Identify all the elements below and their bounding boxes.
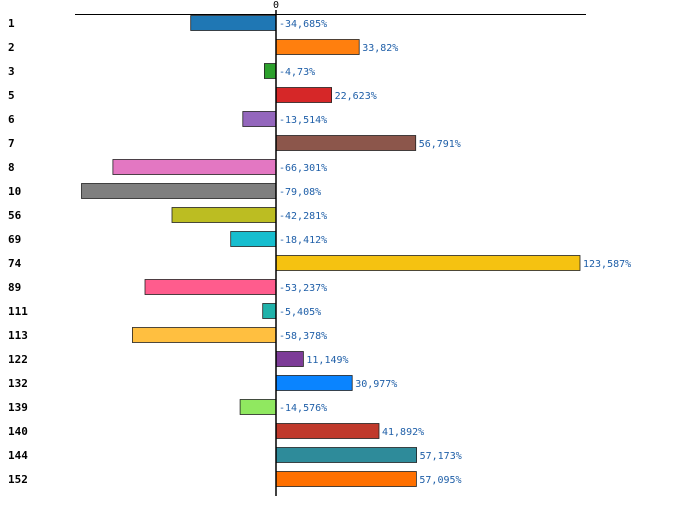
value-label: -18,412%: [279, 235, 327, 246]
value-label: -34,685%: [279, 19, 327, 30]
category-label: 139: [8, 401, 28, 414]
category-label: 1: [8, 17, 15, 30]
labels-group: 1 -34,685% 2 33,82% 3 -4,73% 5 22,623% 6 -13,514%…: [8, 17, 631, 486]
category-label: 6: [8, 113, 15, 126]
bar-1: [190, 15, 277, 31]
category-label: 89: [8, 281, 21, 294]
category-label: 74: [8, 257, 22, 270]
bar-152: [275, 471, 417, 487]
category-label: 111: [8, 305, 28, 318]
bar-10: [81, 183, 277, 199]
value-label: 57,095%: [419, 475, 461, 486]
bar-69: [230, 231, 277, 247]
bar-89: [144, 279, 277, 295]
bar-139: [239, 399, 277, 415]
category-label: 10: [8, 185, 21, 198]
value-label: 56,791%: [419, 139, 461, 150]
value-label: -53,237%: [279, 283, 327, 294]
category-label: 5: [8, 89, 15, 102]
value-label: -14,576%: [279, 403, 327, 414]
value-label: 41,892%: [382, 427, 424, 438]
bar-8: [112, 159, 277, 175]
category-label: 69: [8, 233, 21, 246]
bar-7: [275, 135, 417, 151]
bar-5: [275, 87, 332, 103]
bars-group: [81, 15, 581, 487]
bar-122: [275, 351, 304, 367]
bar-144: [275, 447, 418, 463]
bar-2: [275, 39, 360, 55]
value-label: 11,149%: [306, 355, 348, 366]
category-label: 132: [8, 377, 28, 390]
value-label: 123,587%: [583, 259, 631, 270]
bar-74: [275, 255, 581, 271]
zero-tick-label: 0: [273, 0, 279, 11]
value-label: -66,301%: [279, 163, 327, 174]
bar-56: [171, 207, 277, 223]
bar-111: [262, 303, 277, 319]
category-label: 56: [8, 209, 22, 222]
category-label: 3: [8, 65, 15, 78]
category-label: 144: [8, 449, 28, 462]
category-label: 7: [8, 137, 15, 150]
value-label: 57,173%: [420, 451, 462, 462]
value-label: -4,73%: [279, 67, 315, 78]
category-label: 8: [8, 161, 15, 174]
category-label: 140: [8, 425, 28, 438]
value-label: -79,08%: [279, 187, 321, 198]
value-label: -13,514%: [279, 115, 327, 126]
value-label: 30,977%: [355, 379, 397, 390]
category-label: 2: [8, 41, 15, 54]
bar-3: [263, 63, 277, 79]
bar-140: [275, 423, 380, 439]
bar-6: [242, 111, 277, 127]
value-label: -58,378%: [279, 331, 327, 342]
category-label: 152: [8, 473, 28, 486]
value-label: 22,623%: [335, 91, 377, 102]
value-label: 33,82%: [362, 43, 398, 54]
value-label: -42,281%: [279, 211, 327, 222]
bar-132: [275, 375, 353, 391]
category-label: 113: [8, 329, 28, 342]
bar-113: [131, 327, 277, 343]
category-label: 122: [8, 353, 28, 366]
value-label: -5,405%: [279, 307, 321, 318]
